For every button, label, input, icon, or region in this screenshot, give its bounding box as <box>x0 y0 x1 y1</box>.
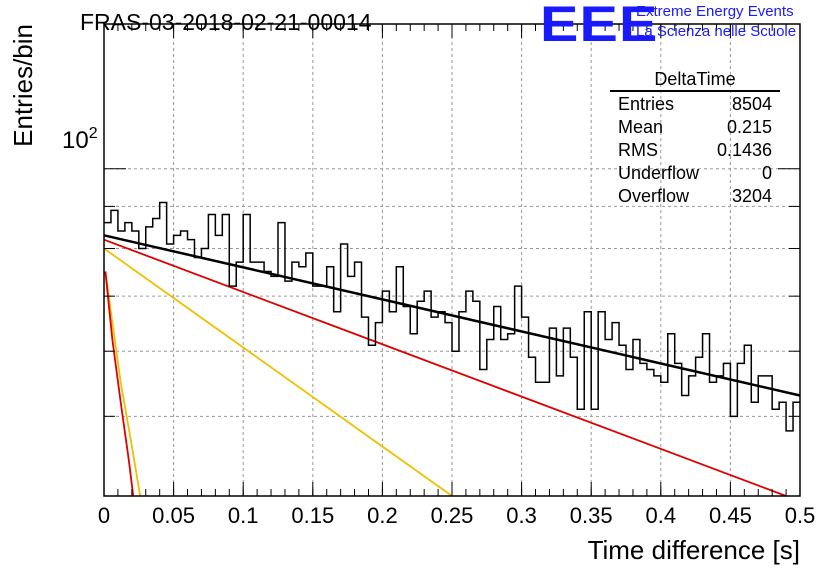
eee-logo: EEE <box>540 0 659 52</box>
fit-curve <box>103 238 787 497</box>
fit-curves <box>103 234 801 497</box>
fit-curve <box>104 271 142 497</box>
stats-value: 0.1436 <box>716 140 772 160</box>
stats-value: 8504 <box>731 94 772 114</box>
logo-line-2: La Scienza nelle Scuole <box>636 23 797 40</box>
x-tick-label: 0.35 <box>570 503 613 528</box>
stats-row: RMS 0.1436 <box>610 139 780 162</box>
stats-label: RMS <box>618 140 658 160</box>
stats-row: Mean 0.215 <box>610 116 780 139</box>
y-tick-label: 102 <box>62 125 98 154</box>
x-tick-label: 0.05 <box>152 503 195 528</box>
x-tick-label: 0.15 <box>291 503 334 528</box>
x-tick-label: 0.4 <box>646 503 677 528</box>
stats-row: Underflow 0 <box>610 162 780 185</box>
axis-ticks <box>103 24 801 497</box>
x-tick-label: 0.1 <box>228 503 259 528</box>
stats-title: DeltaTime <box>610 68 780 92</box>
x-tick-label: 0.25 <box>431 503 474 528</box>
logo-line-1: Extreme Energy Events <box>636 3 794 20</box>
stats-label: Mean <box>618 117 664 137</box>
x-axis-label: Time difference [s] <box>588 535 800 565</box>
y-axis-label: Entries/bin <box>8 24 38 147</box>
fit-curve <box>103 234 801 397</box>
fit-curve <box>104 271 135 497</box>
stats-box: DeltaTime Entries 8504 Mean 0.215 RMS 0.1436 U… <box>610 68 780 208</box>
stats-value: 0.215 <box>726 117 772 137</box>
fit-curve <box>103 247 453 497</box>
x-tick-label: 0.3 <box>506 503 537 528</box>
stats-row: Entries 8504 <box>610 93 780 116</box>
stats-row: Overflow 3204 <box>610 185 780 208</box>
x-tick-label: 0.2 <box>367 503 398 528</box>
stats-label: Underflow <box>618 163 700 183</box>
stats-label: Overflow <box>618 186 690 206</box>
x-tick-label: 0.5 <box>785 503 816 528</box>
stats-value: 0 <box>761 163 772 183</box>
x-tick-labels: 0 0.05 0.1 0.15 0.2 0.25 0.3 0.35 0.4 0.45 0.5 <box>98 503 815 528</box>
x-tick-label: 0 <box>98 503 110 528</box>
histogram-steps <box>104 201 800 432</box>
x-tick-label: 0.45 <box>709 503 752 528</box>
stats-value: 3204 <box>731 186 772 206</box>
chart-title: FRAS-03-2018-02-21-00014 <box>80 9 372 35</box>
stats-label: Entries <box>618 94 675 114</box>
histogram <box>104 201 800 432</box>
